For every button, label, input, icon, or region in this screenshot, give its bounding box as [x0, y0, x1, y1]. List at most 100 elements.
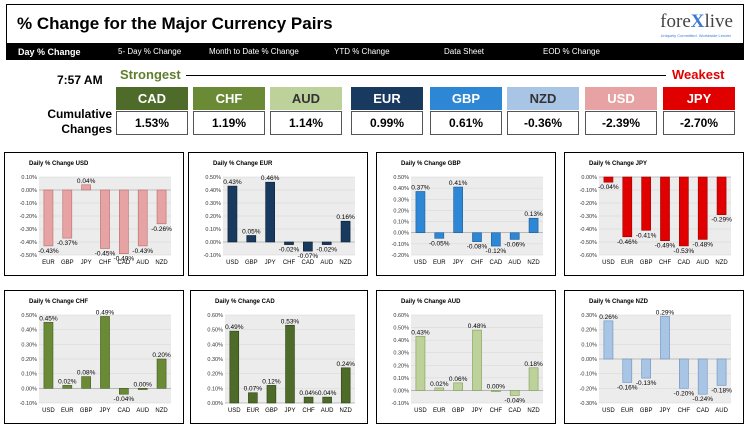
data-label: 0.53% — [281, 318, 300, 325]
chart-nzd[interactable]: Daily % Change NZD 0.30% 0.20% 0.10% 0.00% -0… — [564, 290, 744, 424]
bar-eur[interactable] — [434, 232, 445, 239]
currency-value: 0.99% — [351, 111, 423, 135]
bar-jpy[interactable] — [100, 316, 110, 389]
bar-gbp[interactable] — [453, 382, 463, 391]
bar-aud[interactable] — [321, 241, 332, 245]
bar-aud[interactable] — [137, 189, 148, 247]
bar-aud[interactable] — [716, 358, 727, 386]
y-tick-label: 0.00% — [393, 231, 409, 237]
chart-gbp[interactable]: Daily % Change GBP 0.50% 0.40% 0.30% 0.20% 0.… — [376, 152, 556, 276]
bar-gbp[interactable] — [81, 376, 91, 389]
chart-chf[interactable]: Daily % Change CHF 0.50% 0.40% 0.30% 0.20% 0.… — [4, 290, 184, 424]
bar-usd[interactable] — [415, 191, 426, 234]
bar-aud[interactable] — [509, 232, 520, 240]
data-label: 0.45% — [39, 315, 58, 322]
bar-nzd[interactable] — [340, 220, 351, 243]
currency-box-usd[interactable]: USD -2.39% — [585, 87, 657, 135]
chart-cad[interactable]: Daily % Change CAD 0.60% 0.50% 0.40% 0.30% 0.… — [190, 290, 368, 424]
bar-gbp[interactable] — [246, 235, 257, 243]
bar-gbp[interactable] — [266, 385, 277, 404]
currency-box-aud[interactable]: AUD 1.14% — [270, 87, 342, 135]
currency-box-chf[interactable]: CHF 1.19% — [193, 87, 265, 135]
bar-jpy[interactable] — [285, 324, 295, 404]
bar-chf[interactable] — [660, 176, 670, 242]
bar-usd[interactable] — [227, 185, 238, 243]
bar-cad[interactable] — [697, 358, 708, 395]
bar-jpy[interactable] — [453, 186, 463, 234]
nav-5day-change[interactable]: 5- Day % Change — [118, 47, 182, 56]
bar-usd[interactable] — [43, 322, 54, 389]
bar-eur[interactable] — [622, 176, 633, 238]
data-label: 0.18% — [524, 361, 543, 368]
currency-box-eur[interactable]: EUR 0.99% — [351, 87, 423, 135]
nav-month-to-date[interactable]: Month to Date % Change — [209, 47, 299, 56]
x-tick-label: AUD — [136, 408, 149, 414]
bar-usd[interactable] — [603, 320, 614, 360]
bar-usd[interactable] — [603, 176, 614, 183]
bar-cad[interactable] — [679, 176, 689, 247]
y-tick-label: 0.00% — [207, 401, 223, 407]
bar-usd[interactable] — [415, 336, 426, 391]
bar-nzd[interactable] — [528, 367, 539, 391]
currency-box-jpy[interactable]: JPY -2.70% — [663, 87, 735, 135]
x-tick-label: CAD — [508, 408, 521, 414]
chart-eur[interactable]: Daily % Change EUR 0.50% 0.40% 0.30% 0.20% 0.… — [188, 152, 368, 276]
bar-aud[interactable] — [697, 176, 708, 240]
bar-chf[interactable] — [284, 241, 294, 245]
bar-nzd[interactable] — [716, 176, 727, 216]
bar-aud[interactable] — [137, 388, 148, 390]
bar-cad[interactable] — [509, 390, 520, 396]
currency-box-cad[interactable]: CAD 1.53% — [116, 87, 188, 135]
bar-eur[interactable] — [43, 189, 54, 247]
bar-gbp[interactable] — [641, 176, 651, 231]
nav-data-sheet[interactable]: Data Sheet — [444, 47, 485, 56]
strongest-label: Strongest — [120, 67, 181, 82]
currency-box-nzd[interactable]: NZD -0.36% — [507, 87, 579, 135]
data-label: -0.26% — [151, 226, 172, 233]
y-tick-label: 0.30% — [393, 351, 409, 357]
bar-jpy[interactable] — [660, 316, 670, 360]
chart-usd[interactable]: Daily % Change USD 0.10% 0.00% -0.10% -0.20%… — [4, 152, 184, 276]
forexlive-logo[interactable]: foreXlive — [660, 11, 733, 33]
chart-jpy[interactable]: Daily % Change JPY 0.00% -0.10% -0.20% -0.30… — [564, 152, 744, 276]
bar-cad[interactable] — [119, 189, 129, 255]
bar-nzd[interactable] — [156, 189, 167, 225]
bar-jpy[interactable] — [265, 181, 275, 243]
chart-svg: 0.50% 0.40% 0.30% 0.20% 0.10% 0.00% -0.10% 0.45… — [20, 309, 171, 414]
bar-cad[interactable] — [119, 388, 129, 395]
cumulative-label-line2: Changes — [61, 122, 112, 136]
bar-cad[interactable] — [491, 232, 501, 247]
bar-eur[interactable] — [434, 387, 445, 391]
bar-gbp[interactable] — [641, 358, 651, 379]
chart-aud[interactable]: Daily % Change AUD 0.60% 0.50% 0.40% 0.30% 0.… — [376, 290, 556, 424]
bar-nzd[interactable] — [340, 367, 351, 404]
bar-gbp[interactable] — [62, 189, 73, 239]
bar-chf[interactable] — [679, 358, 689, 389]
bar-aud[interactable] — [322, 396, 332, 404]
bar-eur[interactable] — [622, 358, 633, 383]
x-tick-label: JPY — [659, 408, 670, 414]
x-tick-label: AUD — [715, 408, 728, 414]
bar-nzd[interactable] — [156, 358, 167, 389]
x-tick-label: USD — [414, 260, 427, 266]
bar-eur[interactable] — [62, 385, 73, 389]
bar-jpy[interactable] — [472, 329, 482, 391]
bar-nzd[interactable] — [528, 217, 539, 234]
data-label: 0.41% — [449, 180, 468, 187]
data-label: -0.45% — [95, 251, 116, 258]
bar-chf[interactable] — [491, 390, 501, 392]
currency-code: CHF — [193, 87, 265, 110]
bar-cad[interactable] — [303, 241, 313, 252]
currency-box-gbp[interactable]: GBP 0.61% — [430, 87, 502, 135]
nav-eod-change[interactable]: EOD % Change — [543, 47, 600, 56]
nav-day-change[interactable]: Day % Change — [18, 47, 81, 57]
bar-chf[interactable] — [303, 396, 314, 404]
bar-jpy[interactable] — [81, 184, 91, 191]
logo-text-a: fore — [660, 11, 691, 32]
bar-chf[interactable] — [100, 189, 110, 249]
bar-chf[interactable] — [472, 232, 482, 242]
bar-eur[interactable] — [248, 392, 258, 404]
data-label: 0.49% — [225, 324, 244, 331]
bar-usd[interactable] — [229, 330, 240, 404]
nav-ytd-change[interactable]: YTD % Change — [334, 47, 390, 56]
